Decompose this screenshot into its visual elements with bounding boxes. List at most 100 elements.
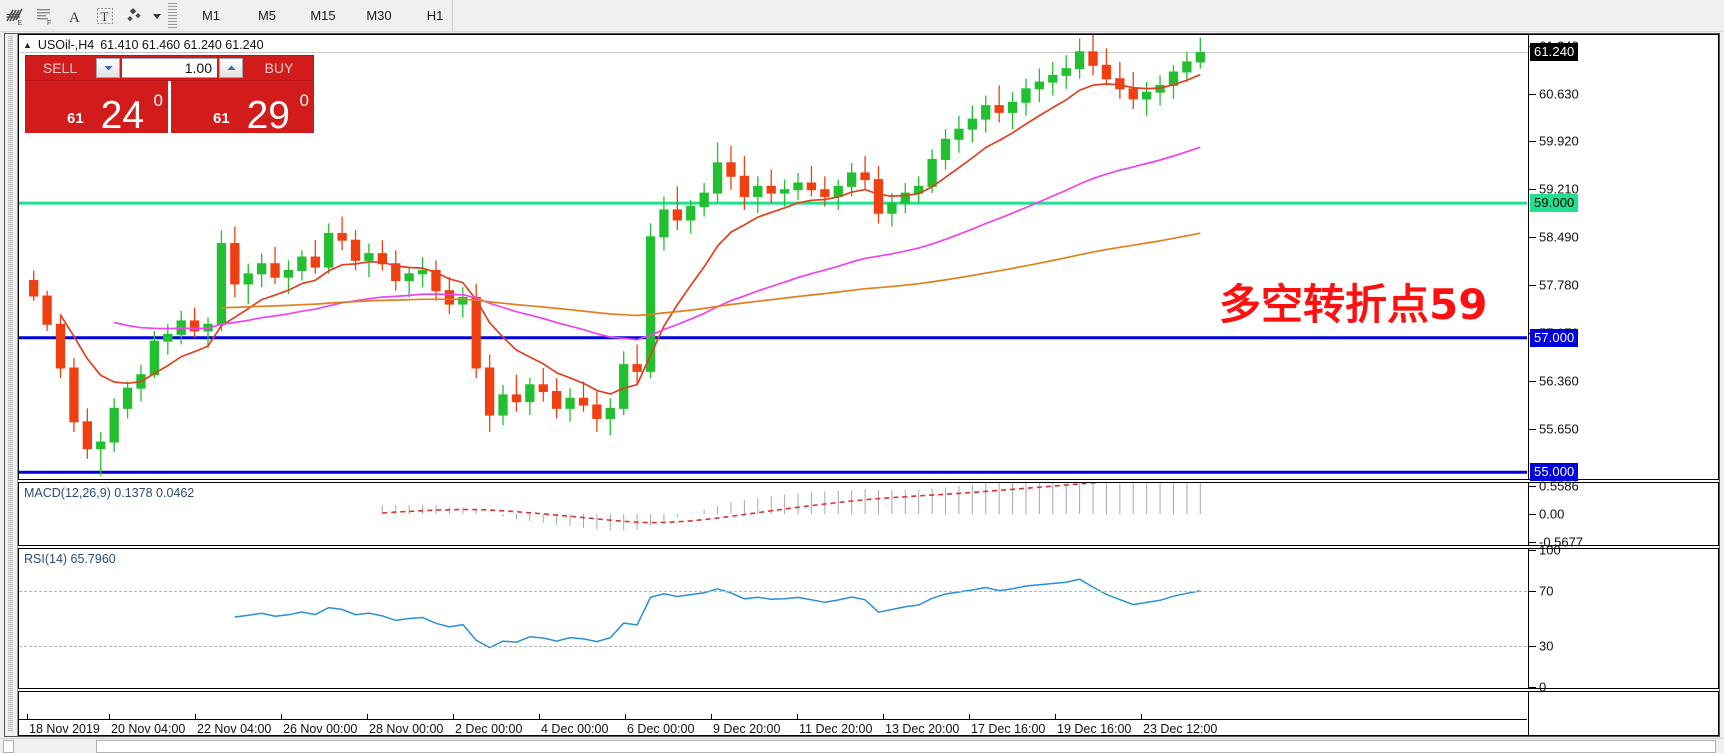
candlestick <box>1168 65 1179 99</box>
candlestick <box>900 183 910 214</box>
time-axis-label: 23 Dec 12:00 <box>1143 722 1218 736</box>
candlestick <box>1034 68 1045 103</box>
time-axis-label: 18 Nov 2019 <box>29 722 100 736</box>
time-tick <box>625 714 626 720</box>
toolbar-empty-area <box>452 0 1724 31</box>
time-axis-label: 9 Dec 20:00 <box>713 722 781 736</box>
text-tool-icon[interactable]: A <box>60 2 90 30</box>
time-axis-label: 2 Dec 00:00 <box>455 722 523 736</box>
toolbar-grip[interactable] <box>168 2 177 29</box>
candlestick <box>739 156 750 210</box>
templates-icon[interactable]: F <box>30 2 60 30</box>
candlestick <box>994 85 1004 123</box>
chart-left-gutter[interactable] <box>5 34 18 736</box>
sell-button[interactable]: SELL <box>25 55 94 81</box>
candlestick <box>1115 61 1125 99</box>
symbol-header: ▲ USOil-,H4 61.410 61.460 61.240 61.240 <box>23 38 264 52</box>
price-tick <box>1529 428 1536 430</box>
one-click-trade-panel[interactable]: SELL 1.00 BUY <box>25 55 314 135</box>
collapse-triangle-icon[interactable]: ▲ <box>23 39 32 50</box>
plot-svg <box>234 578 1201 649</box>
timeframe-m5[interactable]: M5 <box>257 8 277 23</box>
candlestick <box>136 364 146 402</box>
candlestick <box>578 381 589 412</box>
rsi-tick <box>1529 590 1536 592</box>
candlestick <box>847 162 857 197</box>
time-axis-label: 28 Nov 00:00 <box>369 722 444 736</box>
candlestick <box>189 307 200 338</box>
sell-price-prefix: 61 <box>67 110 84 127</box>
candlestick <box>498 384 508 426</box>
price-pane[interactable]: 61.34060.63059.92059.21058.49057.78057.0… <box>18 34 1719 482</box>
timeframe-h1[interactable]: H1 <box>426 8 444 23</box>
rsi-tick-label: 70 <box>1539 583 1554 599</box>
candlestick <box>484 354 495 432</box>
rsi-plot-area[interactable] <box>19 549 1527 688</box>
candlestick <box>1182 51 1192 83</box>
candlestick <box>1195 37 1205 69</box>
candlestick <box>364 243 374 278</box>
level-55-tag[interactable]: 55.000 <box>1530 463 1579 482</box>
time-axis-label: 6 Dec 00:00 <box>627 722 695 736</box>
candlestick <box>203 317 213 348</box>
candlestick <box>310 240 320 274</box>
symbol-ohlc: 61.410 61.460 61.240 61.240 <box>100 38 264 52</box>
objects-dropdown-caret-icon[interactable] <box>150 2 164 30</box>
volume-input[interactable]: 1.00 <box>122 58 217 78</box>
volume-control[interactable]: 1.00 <box>94 55 245 81</box>
candlestick <box>645 223 656 379</box>
objects-icon[interactable] <box>120 2 150 30</box>
chart-annotation: 多空转折点59 <box>1219 280 1488 329</box>
status-left-box[interactable] <box>3 740 14 753</box>
candlestick <box>1074 38 1085 79</box>
indicators-icon[interactable]: E <box>0 2 30 30</box>
volume-increase-button[interactable] <box>219 58 243 78</box>
price-plot-area[interactable] <box>19 35 1527 479</box>
candlestick <box>1021 78 1031 116</box>
macd-plot-area[interactable] <box>19 483 1527 545</box>
rsi-pane[interactable]: 100 70 30 0 RSI(14) 65.7960 <box>18 543 1719 695</box>
svg-text:F: F <box>47 20 51 27</box>
ma-fast <box>221 232 1201 317</box>
candlestick <box>1101 48 1112 86</box>
plot-svg <box>381 483 1201 531</box>
time-tick <box>711 714 712 720</box>
candlestick <box>377 240 387 271</box>
time-tick <box>27 714 28 720</box>
sell-price-cell[interactable]: 61 24 0 <box>25 81 168 135</box>
rsi-tick <box>1529 550 1536 551</box>
price-axis[interactable]: 61.34060.63059.92059.21058.49057.78057.0… <box>1528 35 1718 482</box>
timeframe-m30[interactable]: M30 <box>366 8 392 23</box>
status-bar <box>0 738 1724 753</box>
macd-tick <box>1529 514 1536 515</box>
buy-price-cell[interactable]: 61 29 0 <box>171 81 314 135</box>
time-axis-label: 17 Dec 16:00 <box>971 722 1046 736</box>
level-59-tag[interactable]: 59.000 <box>1530 194 1579 213</box>
time-axis-pane[interactable]: 18 Nov 2019 20 Nov 04:00 22 Nov 04:00 26 No… <box>18 691 1719 736</box>
time-axis-label: 11 Dec 20:00 <box>799 722 873 736</box>
text-label-icon[interactable]: T <box>90 2 120 30</box>
rsi-axis[interactable]: 100 70 30 0 <box>1528 543 1718 695</box>
volume-decrease-button[interactable] <box>96 58 120 78</box>
macd-axis[interactable]: 0.5586 0.00 -0.5677 <box>1528 479 1718 550</box>
time-tick <box>797 714 798 720</box>
timeframe-m1[interactable]: M1 <box>201 8 221 23</box>
buy-price-fraction: 0 <box>299 91 309 110</box>
price-tick-label: 55.650 <box>1539 421 1579 437</box>
buy-button[interactable]: BUY <box>245 55 314 81</box>
plot-svg <box>19 35 1527 476</box>
macd-pane[interactable]: 0.5586 0.00 -0.5677 MACD(12,26,9) 0.1378 0… <box>18 479 1719 550</box>
candlestick <box>833 179 843 210</box>
candlestick <box>1142 82 1152 116</box>
timeframe-m15[interactable]: M15 <box>310 8 336 23</box>
candlestick <box>391 250 401 291</box>
rsi-tick <box>1529 646 1536 648</box>
candlestick <box>1061 55 1071 89</box>
candlestick <box>565 388 575 422</box>
current-price-tag[interactable]: 61.240 <box>1530 43 1579 62</box>
level-57-tag[interactable]: 57.000 <box>1530 328 1579 347</box>
time-axis-area[interactable]: 18 Nov 2019 20 Nov 04:00 22 Nov 04:00 26 No… <box>19 692 1527 736</box>
status-right-box[interactable] <box>96 740 1716 753</box>
macd-tick <box>1529 486 1536 488</box>
candlestick <box>337 216 347 251</box>
